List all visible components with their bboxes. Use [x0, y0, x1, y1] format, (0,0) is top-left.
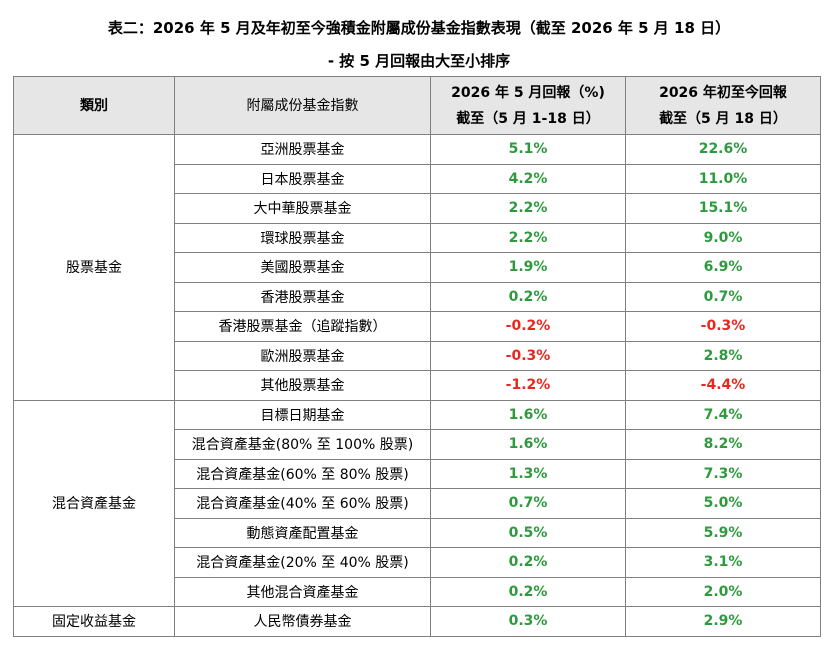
- ytd-return-value: 22.6%: [625, 134, 821, 165]
- table-body: 股票基金 亞洲股票基金 5.1% 22.6% 日本股票基金 4.2% 11.0% 大中華股票基…: [13, 134, 821, 637]
- fund-index-name: 動態資產配置基金: [174, 517, 431, 548]
- may-return-value: 0.2%: [430, 281, 626, 312]
- may-return-value: 0.5%: [430, 517, 626, 548]
- may-return-value: -0.3%: [430, 340, 626, 371]
- table-row: 混合資產基金(80% 至 100% 股票) 1.6% 8.2%: [14, 429, 821, 460]
- may-return-value: 0.3%: [430, 606, 626, 637]
- table-row: 環球股票基金 2.2% 9.0%: [14, 222, 821, 253]
- may-return-value: -1.2%: [430, 370, 626, 401]
- may-return-value: 4.2%: [430, 163, 626, 194]
- table-row: 日本股票基金 4.2% 11.0%: [14, 163, 821, 194]
- may-return-value: 2.2%: [430, 222, 626, 253]
- may-return-value: 2.2%: [430, 193, 626, 224]
- ytd-return-value: 2.0%: [625, 576, 821, 607]
- table-title: 表二：2026 年 5 月及年初至今強積金附屬成份基金指數表現（截至 2026 …: [107, 19, 731, 37]
- may-return-value: 5.1%: [430, 134, 626, 165]
- fund-index-name: 大中華股票基金: [174, 193, 431, 224]
- may-return-value: -0.2%: [430, 311, 626, 342]
- ytd-return-value: 3.1%: [625, 547, 821, 578]
- table-row: 股票基金 亞洲股票基金 5.1% 22.6%: [13, 134, 821, 401]
- fund-index-name: 混合資產基金(40% 至 60% 股票): [174, 488, 431, 519]
- ytd-return-value: 0.7%: [625, 281, 821, 312]
- may-return-value: 0.2%: [430, 547, 626, 578]
- fund-index-name: 混合資產基金(80% 至 100% 股票): [174, 429, 431, 460]
- category-cell: 混合資產基金: [13, 399, 175, 607]
- may-return-value: 0.7%: [430, 488, 626, 519]
- fund-index-name: 香港股票基金: [174, 281, 431, 312]
- fund-index-name: 美國股票基金: [174, 252, 431, 283]
- ytd-return-value: 15.1%: [625, 193, 821, 224]
- header-row: 類別 附屬成份基金指數 2026 年 5 月回報（%) 截至（5 月 1-18 …: [13, 76, 821, 135]
- fund-index-name: 人民幣債券基金: [174, 606, 431, 637]
- header-may-return: 2026 年 5 月回報（%) 截至（5 月 1-18 日）: [430, 76, 626, 135]
- table-row: 香港股票基金（追蹤指數） -0.2% -0.3%: [14, 311, 821, 342]
- table-row: 歐洲股票基金 -0.3% 2.8%: [14, 340, 821, 371]
- fund-index-name: 混合資產基金(20% 至 40% 股票): [174, 547, 431, 578]
- table-row: 香港股票基金 0.2% 0.7%: [14, 281, 821, 312]
- fund-index-name: 其他股票基金: [174, 370, 431, 401]
- ytd-return-value: 6.9%: [625, 252, 821, 283]
- table-subtitle: - 按 5 月回報由大至小排序: [327, 52, 511, 70]
- header-ytd-return: 2026 年初至今回報 截至（5 月 18 日）: [625, 76, 821, 135]
- table-row: 混合資產基金(60% 至 80% 股票) 1.3% 7.3%: [14, 458, 821, 489]
- table-row: 大中華股票基金 2.2% 15.1%: [14, 193, 821, 224]
- table-row: 混合資產基金(40% 至 60% 股票) 0.7% 5.0%: [14, 488, 821, 519]
- ytd-return-value: 8.2%: [625, 429, 821, 460]
- table-row: 混合資產基金 目標日期基金 1.6% 7.4%: [13, 399, 821, 607]
- fund-index-name: 歐洲股票基金: [174, 340, 431, 371]
- header-may-return-line1: 2026 年 5 月回報（%): [451, 84, 605, 101]
- category-cell: 固定收益基金: [13, 606, 175, 637]
- fund-performance-table: 類別 附屬成份基金指數 2026 年 5 月回報（%) 截至（5 月 1-18 …: [13, 76, 821, 637]
- ytd-return-value: 11.0%: [625, 163, 821, 194]
- table-row: 美國股票基金 1.9% 6.9%: [14, 252, 821, 283]
- ytd-return-value: 7.3%: [625, 458, 821, 489]
- table-row: 固定收益基金 人民幣債券基金 0.3% 2.9%: [13, 606, 821, 637]
- header-may-return-line2: 截至（5 月 1-18 日）: [456, 110, 600, 127]
- fund-index-name: 香港股票基金（追蹤指數）: [174, 311, 431, 342]
- fund-index-name: 其他混合資產基金: [174, 576, 431, 607]
- header-index: 附屬成份基金指數: [174, 76, 431, 135]
- ytd-return-value: 7.4%: [625, 399, 821, 430]
- ytd-return-value: 9.0%: [625, 222, 821, 253]
- fund-index-name: 目標日期基金: [174, 399, 431, 430]
- ytd-return-value: 5.0%: [625, 488, 821, 519]
- may-return-value: 1.9%: [430, 252, 626, 283]
- may-return-value: 1.6%: [430, 429, 626, 460]
- may-return-value: 1.6%: [430, 399, 626, 430]
- fund-index-name: 混合資產基金(60% 至 80% 股票): [174, 458, 431, 489]
- header-category: 類別: [13, 76, 175, 135]
- fund-index-name: 亞洲股票基金: [174, 134, 431, 165]
- ytd-return-value: 5.9%: [625, 517, 821, 548]
- table-row: 其他股票基金 -1.2% -4.4%: [14, 370, 821, 401]
- ytd-return-value: 2.8%: [625, 340, 821, 371]
- ytd-return-value: 2.9%: [625, 606, 821, 637]
- may-return-value: 0.2%: [430, 576, 626, 607]
- header-ytd-return-line1: 2026 年初至今回報: [659, 84, 787, 101]
- category-cell: 股票基金: [13, 134, 175, 401]
- ytd-return-value: -4.4%: [625, 370, 821, 401]
- fund-index-name: 日本股票基金: [174, 163, 431, 194]
- header-ytd-return-line2: 截至（5 月 18 日）: [659, 110, 787, 127]
- fund-index-name: 環球股票基金: [174, 222, 431, 253]
- ytd-return-value: -0.3%: [625, 311, 821, 342]
- may-return-value: 1.3%: [430, 458, 626, 489]
